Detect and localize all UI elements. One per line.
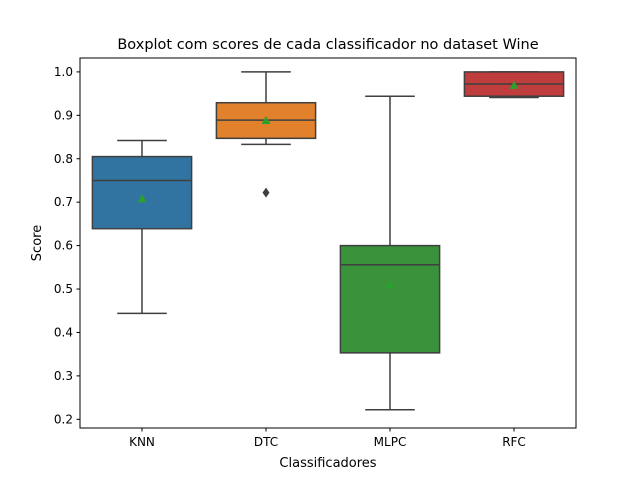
y-tick-label: 0.4 [54, 325, 73, 339]
mean-marker-MLPC [385, 280, 395, 289]
y-tick-label: 0.9 [54, 108, 73, 122]
x-tick-label: RFC [502, 435, 526, 449]
y-tick-label: 0.2 [54, 412, 73, 426]
x-tick-label: KNN [129, 435, 155, 449]
chart-title: Boxplot com scores de cada classificador… [117, 37, 538, 53]
y-tick-label: 0.8 [54, 152, 73, 166]
y-tick-label: 1.0 [54, 65, 73, 79]
y-tick-label: 0.6 [54, 239, 73, 253]
box-KNN [91, 155, 193, 230]
mean-marker-RFC [509, 80, 519, 89]
mean-marker-KNN [137, 194, 147, 203]
plot-frame [79, 57, 577, 429]
y-axis-label: Score [30, 225, 45, 261]
plot-area: 0.2 0.3 0.4 0.5 0.6 0.7 0.8 0.9 1.0 KNN DTC MLPC RFC [54, 57, 577, 449]
x-tick-label: DTC [254, 435, 278, 449]
x-tick-label: MLPC [374, 435, 407, 449]
y-tick-label: 0.3 [54, 369, 73, 383]
box-MLPC [339, 244, 441, 354]
y-tick-label: 0.5 [54, 282, 73, 296]
mean-marker-DTC [261, 116, 271, 125]
y-tick-label: 0.7 [54, 195, 73, 209]
outlier-marker-DTC-0 [262, 187, 270, 198]
x-axis-label: Classificadores [279, 456, 376, 471]
